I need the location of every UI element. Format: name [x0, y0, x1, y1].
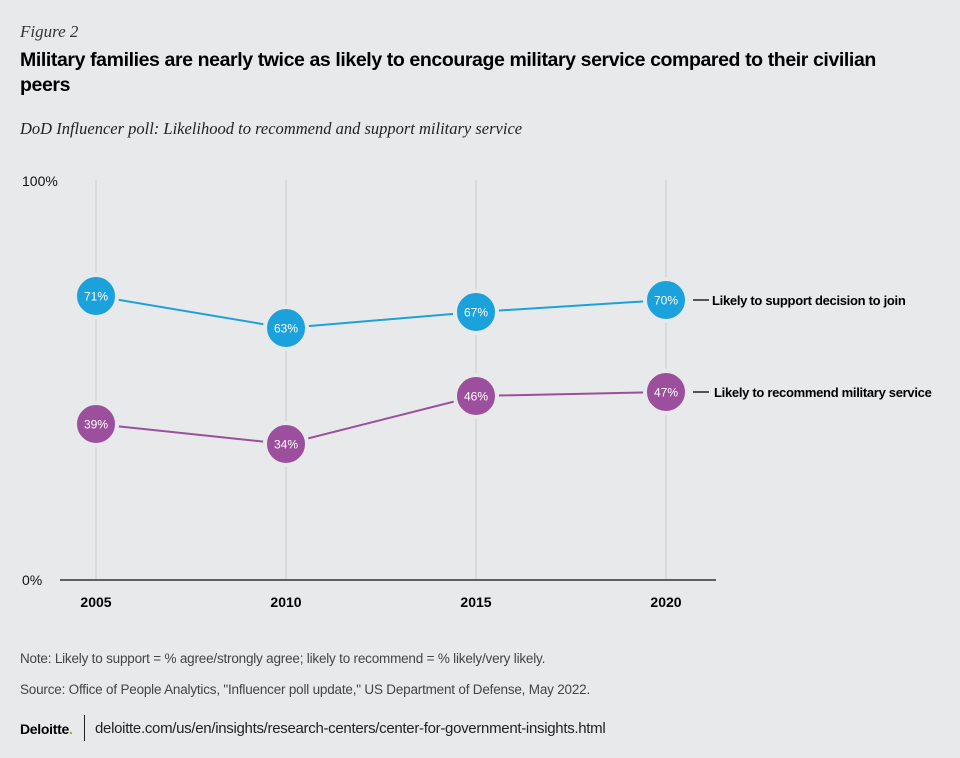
footer-divider: [84, 715, 85, 741]
data-label: 67%: [464, 306, 488, 320]
x-tick-label: 2010: [270, 594, 301, 610]
data-label: 47%: [654, 386, 678, 400]
legend-label: Likely to support decision to join: [712, 293, 906, 308]
chart-note: Note: Likely to support = % agree/strong…: [20, 651, 546, 666]
chart-title: Military families are nearly twice as li…: [20, 49, 876, 96]
data-point: [453, 289, 499, 335]
data-label: 63%: [274, 322, 298, 336]
y-tick-label-top: 100%: [22, 173, 58, 189]
logo-text: Deloitte: [20, 721, 69, 737]
data-point: [643, 277, 689, 323]
x-tick-label: 2005: [80, 594, 111, 610]
data-point: [263, 421, 309, 467]
chart-source: Source: Office of People Analytics, "Inf…: [20, 682, 591, 697]
x-tick-label: 2020: [650, 594, 681, 610]
series-line-1: [95, 391, 667, 446]
deloitte-logo: Deloitte.: [20, 721, 73, 737]
data-label: 70%: [654, 294, 678, 308]
x-tick-label: 2015: [460, 594, 491, 610]
chart-subtitle: DoD Influencer poll: Likelihood to recom…: [20, 119, 523, 138]
data-point: [73, 401, 119, 447]
y-tick-label-bottom: 0%: [22, 572, 42, 588]
data-label: 46%: [464, 390, 488, 404]
logo-dot: .: [68, 721, 73, 737]
data-label: 34%: [274, 438, 298, 452]
data-point: [263, 305, 309, 351]
data-label: 71%: [84, 290, 108, 304]
data-point: [73, 273, 119, 319]
data-label: 39%: [84, 418, 108, 432]
line-chart: 100% 0% 2005 2010 2015 2020 71% 63% 67% 70% Likely…: [22, 173, 932, 610]
footer-url: deloitte.com/us/en/insights/research-cen…: [95, 720, 606, 737]
figure-label: Figure 2: [20, 22, 79, 41]
data-point: [453, 373, 499, 419]
legend-label: Likely to recommend military service: [714, 385, 932, 400]
data-point: [643, 369, 689, 415]
series-line-0: [95, 295, 667, 330]
